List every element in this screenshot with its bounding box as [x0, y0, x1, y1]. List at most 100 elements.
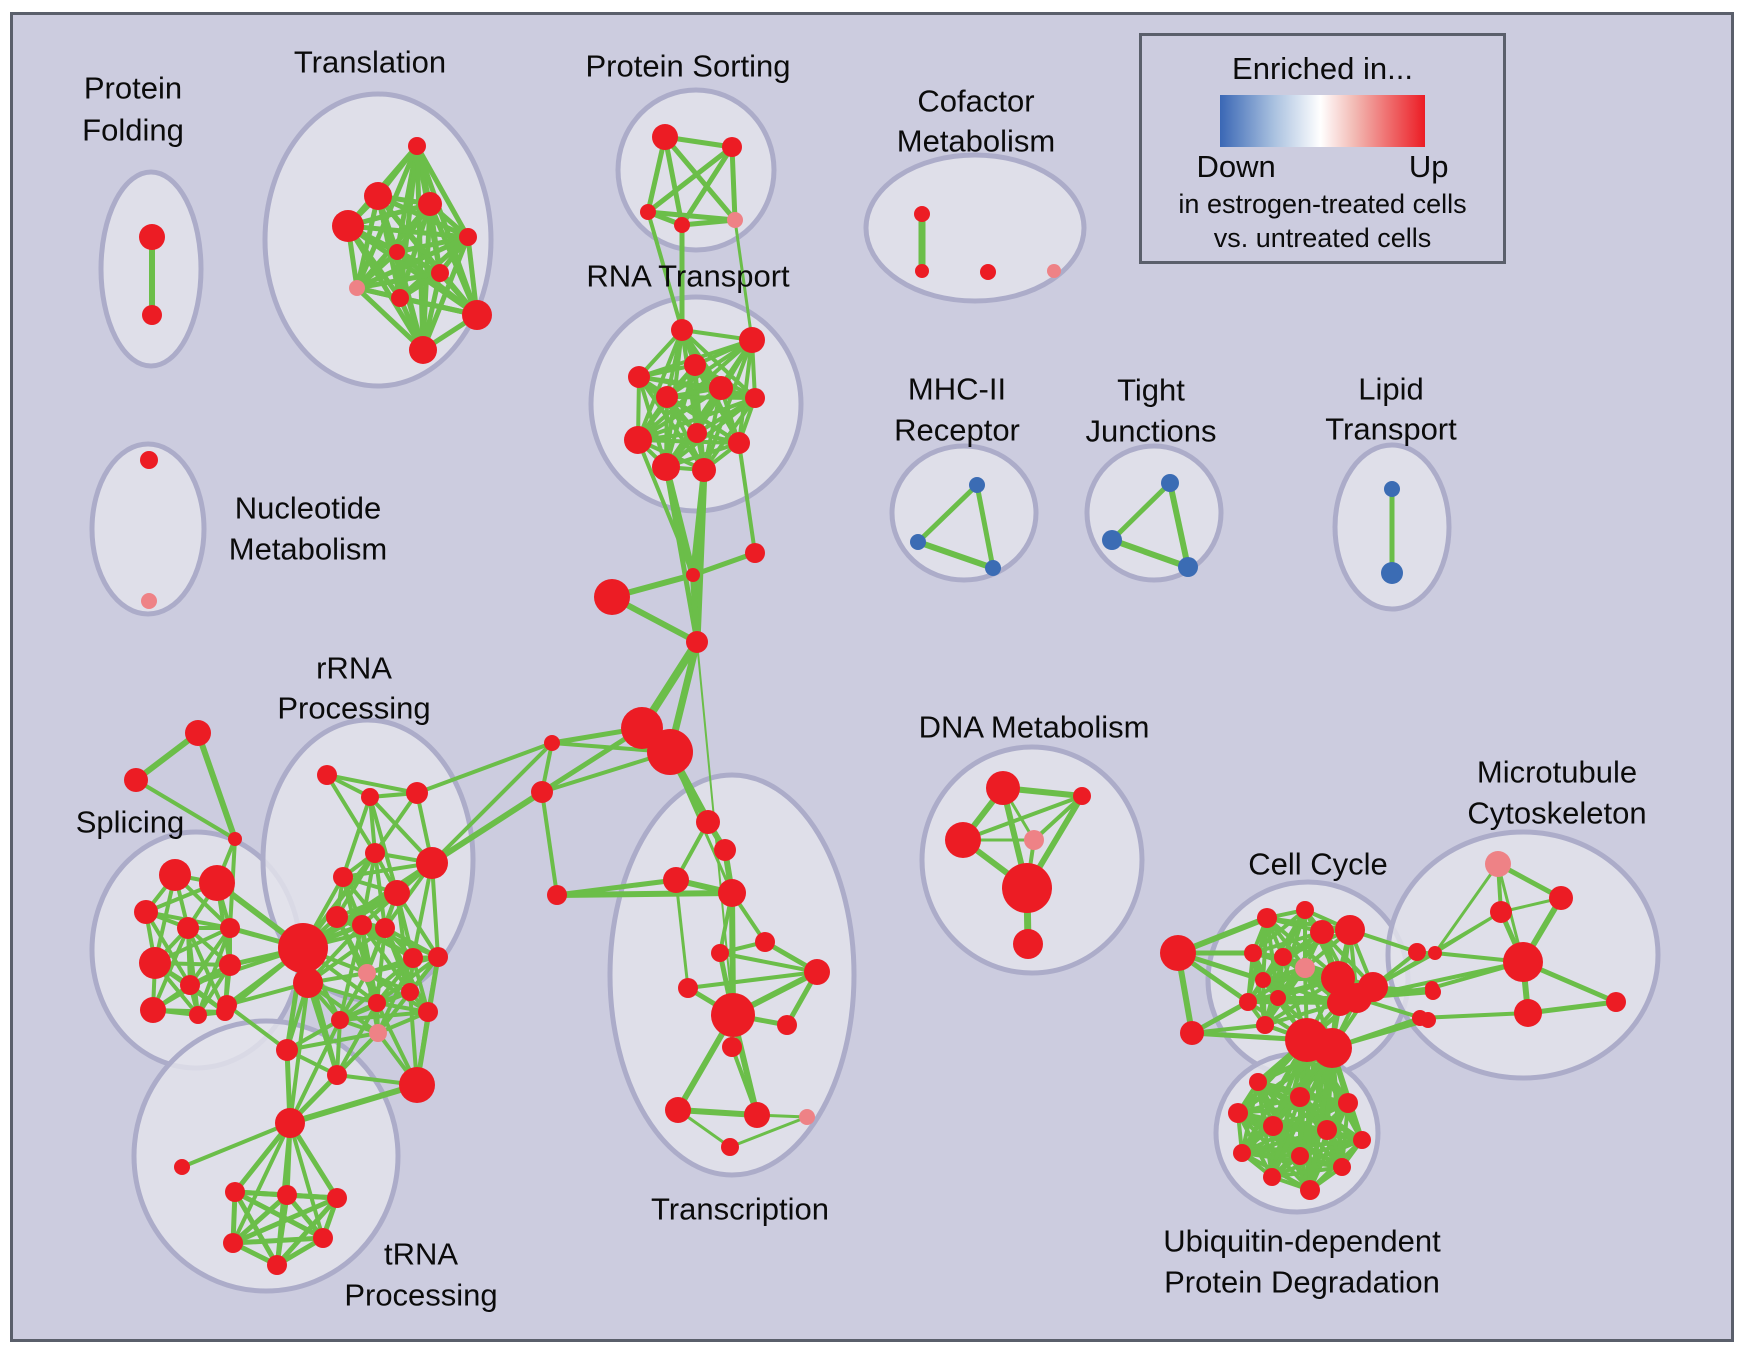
gene-set-node-cc3 — [1257, 908, 1277, 928]
edge-r4-r8 — [335, 851, 377, 919]
edge-s4-s11 — [186, 926, 227, 1014]
gene-set-node-lb2 — [531, 781, 553, 803]
edge-r12-r21 — [365, 971, 430, 1014]
gene-set-node-lt1 — [1384, 481, 1400, 497]
edge-s4-s9 — [151, 926, 190, 1012]
edge-cc2-cc17 — [1190, 1023, 1267, 1035]
cluster-label-ubiquitin-degradation-line1: Ubiquitin-dependent — [1163, 1224, 1441, 1259]
gene-set-node-tn5 — [313, 1228, 333, 1248]
gene-set-node-tr9 — [804, 959, 830, 985]
gene-set-node-u1 — [1249, 1073, 1267, 1091]
gene-set-node-t11 — [409, 336, 437, 364]
gene-set-node-tr15 — [799, 1109, 815, 1125]
gene-set-node-rt5 — [656, 386, 678, 408]
gene-set-node-s7 — [180, 975, 200, 995]
gene-set-node-pf2 — [142, 305, 162, 325]
cluster-label-protein-folding-line1: Protein — [84, 71, 182, 106]
edge-lb2-tr5 — [540, 790, 559, 897]
gene-set-node-c3 — [745, 543, 765, 563]
gene-set-node-r6 — [416, 847, 448, 879]
edge-rt4-rt7 — [637, 375, 757, 400]
gene-set-node-cchub2 — [1312, 1028, 1352, 1068]
edge-mt4-mt5 — [1525, 999, 1619, 1016]
gene-set-node-s2 — [199, 865, 235, 901]
gene-set-node-tr13 — [665, 1097, 691, 1123]
legend-gradient-bar — [1220, 95, 1425, 147]
gene-set-node-rhub — [278, 923, 328, 973]
gene-set-node-thub — [275, 1108, 305, 1138]
gene-set-node-cc4 — [1296, 901, 1314, 919]
gene-set-node-u6 — [1317, 1120, 1337, 1140]
gene-set-node-r5 — [333, 867, 353, 887]
cluster-label-translation-line1: Translation — [294, 45, 446, 80]
gene-set-node-tn6 — [267, 1255, 287, 1275]
gene-set-node-t1 — [408, 137, 426, 155]
cluster-label-rrna-processing-line1: rRNA — [316, 651, 392, 686]
gene-set-node-tn4 — [223, 1233, 243, 1253]
gene-set-node-u10 — [1333, 1158, 1351, 1176]
gene-set-node-tr7 — [711, 944, 729, 962]
edge-rt7-rt11 — [664, 396, 757, 469]
edge-tr13-tr14 — [675, 1107, 760, 1118]
gene-set-node-r2 — [361, 788, 379, 806]
cluster-label-trna-processing-line2: Processing — [344, 1278, 497, 1313]
edge-tn2-tn6 — [274, 1192, 290, 1268]
edge-rt7-rt12 — [702, 396, 757, 472]
gene-set-node-u7 — [1353, 1131, 1371, 1149]
edge-r12-r13 — [365, 955, 440, 975]
cluster-label-microtubule-cytoskeleton-line2: Cytoskeleton — [1467, 796, 1646, 831]
edge-r5-r10 — [341, 875, 387, 930]
gene-set-node-s8 — [219, 954, 241, 976]
edge-r10-r14 — [306, 926, 387, 985]
gene-set-node-u9 — [1291, 1147, 1309, 1165]
gene-set-node-st3 — [228, 832, 242, 846]
edge-r15-r16 — [225, 1003, 289, 1052]
gene-set-node-s10 — [189, 1006, 207, 1024]
gene-set-node-nm1 — [140, 451, 158, 469]
gene-set-node-cc13 — [1239, 993, 1257, 1011]
gene-set-node-r4 — [365, 843, 385, 863]
gene-set-node-rt4 — [628, 366, 650, 388]
gene-set-node-lb1 — [544, 735, 560, 751]
edge-r4-r10 — [373, 851, 387, 930]
edge-r3-r4 — [373, 791, 419, 855]
gene-set-node-tr14 — [744, 1102, 770, 1128]
edge-thub-tn4 — [231, 1121, 292, 1245]
edge-st2-st3 — [134, 778, 237, 841]
edge-r6-r11 — [411, 861, 434, 960]
gene-set-node-cc10 — [1255, 972, 1271, 988]
gene-set-node-r20 — [401, 983, 419, 1001]
gene-set-node-mh3 — [985, 560, 1001, 576]
edge-tj2-tj3 — [1109, 537, 1191, 570]
gene-set-node-ccb1 — [1408, 943, 1426, 961]
edge-r2-r7 — [368, 795, 399, 895]
edge-tn1-tn6 — [232, 1189, 280, 1268]
gene-set-node-cf3 — [980, 264, 996, 280]
gene-set-node-mt2 — [1549, 886, 1573, 910]
gene-set-node-rt2 — [739, 327, 765, 353]
gene-set-node-mh2 — [910, 534, 926, 550]
edge-d2-d4 — [1032, 794, 1084, 842]
gene-set-node-cc6 — [1335, 915, 1365, 945]
gene-set-node-mthub — [1503, 942, 1543, 982]
edge-r10-r13 — [383, 926, 440, 959]
cluster-label-trna-processing-line1: tRNA — [384, 1237, 458, 1272]
edge-mh1-mh3 — [974, 482, 996, 571]
gene-set-node-tr4 — [718, 879, 746, 907]
edge-r10-r18 — [375, 926, 387, 1005]
edge-tn2-tn4 — [230, 1192, 290, 1246]
gene-set-node-tj1 — [1161, 474, 1179, 492]
gene-set-node-s5 — [220, 918, 240, 938]
edge-tr16-tr15 — [728, 1115, 809, 1149]
edge-u10-u11 — [1270, 1165, 1344, 1179]
gene-set-node-t3 — [418, 192, 442, 216]
edge-lb1-r6 — [430, 741, 554, 865]
gene-set-node-r18 — [368, 994, 386, 1012]
gene-set-node-tr10 — [711, 993, 755, 1037]
edge-lb1-r3 — [415, 741, 554, 795]
gene-set-node-r9 — [352, 915, 372, 935]
edge-t4-t5 — [345, 223, 471, 240]
gene-set-node-tj3 — [1178, 557, 1198, 577]
gene-set-node-t7 — [431, 264, 449, 282]
